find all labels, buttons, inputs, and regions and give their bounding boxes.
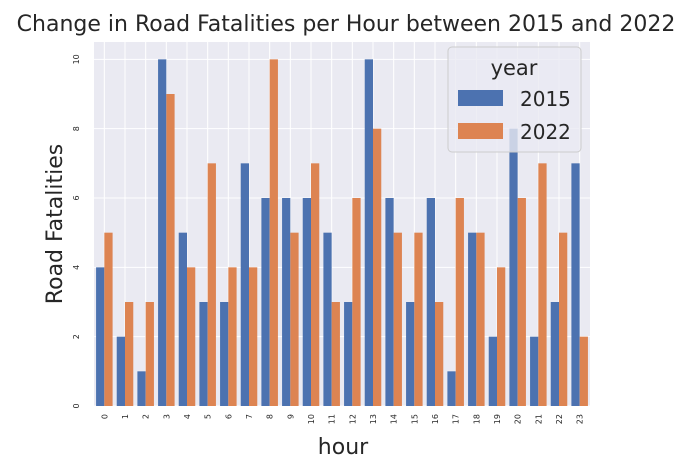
- x-tick-label: 23: [576, 414, 585, 424]
- bar-2022-hour-13: [373, 129, 381, 406]
- bar-2022-hour-12: [352, 198, 360, 406]
- bar-2022-hour-2: [146, 302, 154, 406]
- bar-2015-hour-18: [468, 233, 476, 406]
- x-tick-label: 14: [390, 414, 399, 424]
- x-tick-label: 18: [472, 414, 481, 424]
- bar-2015-hour-23: [571, 163, 579, 406]
- x-tick-label: 17: [452, 414, 461, 424]
- x-tick-label: 7: [245, 414, 254, 419]
- x-tick-label: 1: [121, 414, 130, 419]
- bar-2015-hour-20: [509, 129, 517, 406]
- x-tick-label: 12: [348, 414, 357, 424]
- x-tick-label: 19: [493, 414, 502, 424]
- bar-2015-hour-16: [427, 198, 435, 406]
- bar-2015-hour-21: [530, 337, 538, 406]
- bar-2015-hour-0: [96, 267, 104, 406]
- bar-2022-hour-17: [456, 198, 464, 406]
- x-tick-label: 22: [555, 414, 564, 424]
- legend-label-2015: 2015: [520, 87, 571, 111]
- bar-2015-hour-2: [137, 371, 145, 406]
- bar-2015-hour-5: [199, 302, 207, 406]
- bar-2015-hour-1: [117, 337, 125, 406]
- bar-2015-hour-4: [179, 233, 187, 406]
- bar-2015-hour-17: [447, 371, 455, 406]
- y-tick-label: 10: [72, 54, 81, 64]
- bar-2022-hour-14: [394, 233, 402, 406]
- bar-2015-hour-8: [261, 198, 269, 406]
- bar-2022-hour-0: [104, 233, 112, 406]
- y-tick-label: 8: [72, 126, 81, 131]
- bar-2022-hour-19: [497, 267, 505, 406]
- bar-2015-hour-13: [365, 59, 373, 406]
- bar-2022-hour-1: [125, 302, 133, 406]
- bar-2022-hour-15: [414, 233, 422, 406]
- bar-2022-hour-7: [249, 267, 257, 406]
- chart-title: Change in Road Fatalities per Hour betwe…: [17, 12, 676, 37]
- x-tick-label: 11: [328, 414, 337, 424]
- x-tick-label: 13: [369, 414, 378, 424]
- bar-2015-hour-3: [158, 59, 166, 406]
- bar-2022-hour-8: [270, 59, 278, 406]
- x-tick-label: 0: [100, 414, 109, 419]
- y-tick-label: 0: [72, 403, 81, 408]
- x-tick-label: 21: [534, 414, 543, 424]
- x-tick-label: 5: [204, 414, 213, 419]
- bar-2022-hour-23: [580, 337, 588, 406]
- bar-2015-hour-22: [551, 302, 559, 406]
- bar-2022-hour-10: [311, 163, 319, 406]
- bar-2015-hour-6: [220, 302, 228, 406]
- bar-2022-hour-21: [538, 163, 546, 406]
- x-tick-label: 8: [266, 414, 275, 419]
- bar-2022-hour-20: [518, 198, 526, 406]
- legend: year 2015 2022: [448, 47, 581, 152]
- bar-2015-hour-9: [282, 198, 290, 406]
- bar-2022-hour-16: [435, 302, 443, 406]
- y-tick-labels: 0 2 4 6 8 10: [72, 54, 81, 408]
- bar-2022-hour-3: [166, 94, 174, 406]
- bar-2022-hour-9: [290, 233, 298, 406]
- x-tick-label: 9: [286, 414, 295, 419]
- x-tick-labels: 0 1 2 3 4 5 6 7 8 9 10 11 12 13 14 15 16 17 18 19 20 21 22 23: [100, 414, 584, 424]
- y-tick-label: 4: [72, 265, 81, 270]
- x-tick-label: 6: [224, 414, 233, 419]
- x-tick-label: 10: [307, 414, 316, 424]
- x-tick-label: 4: [183, 414, 192, 419]
- bar-2015-hour-7: [241, 163, 249, 406]
- bar-2015-hour-15: [406, 302, 414, 406]
- bar-2022-hour-11: [332, 302, 340, 406]
- x-tick-label: 2: [142, 414, 151, 419]
- bar-2022-hour-18: [476, 233, 484, 406]
- bar-2022-hour-4: [187, 267, 195, 406]
- legend-swatch-2022: [458, 123, 503, 139]
- y-tick-label: 6: [72, 195, 81, 200]
- bar-2022-hour-5: [208, 163, 216, 406]
- bar-2015-hour-10: [303, 198, 311, 406]
- x-tick-label: 16: [431, 414, 440, 424]
- legend-label-2022: 2022: [520, 120, 571, 144]
- legend-swatch-2015: [458, 90, 503, 106]
- x-tick-label: 15: [410, 414, 419, 424]
- bar-2022-hour-22: [559, 233, 567, 406]
- legend-title: year: [491, 56, 538, 80]
- x-tick-label: 3: [162, 414, 171, 419]
- x-axis-label: hour: [318, 435, 369, 460]
- bar-2022-hour-6: [228, 267, 236, 406]
- y-tick-label: 2: [72, 334, 81, 339]
- bar-2015-hour-11: [323, 233, 331, 406]
- bar-2015-hour-19: [489, 337, 497, 406]
- x-tick-label: 20: [514, 414, 523, 424]
- bar-2015-hour-14: [385, 198, 393, 406]
- y-axis-label: Road Fatalities: [43, 144, 68, 304]
- bar-2015-hour-12: [344, 302, 352, 406]
